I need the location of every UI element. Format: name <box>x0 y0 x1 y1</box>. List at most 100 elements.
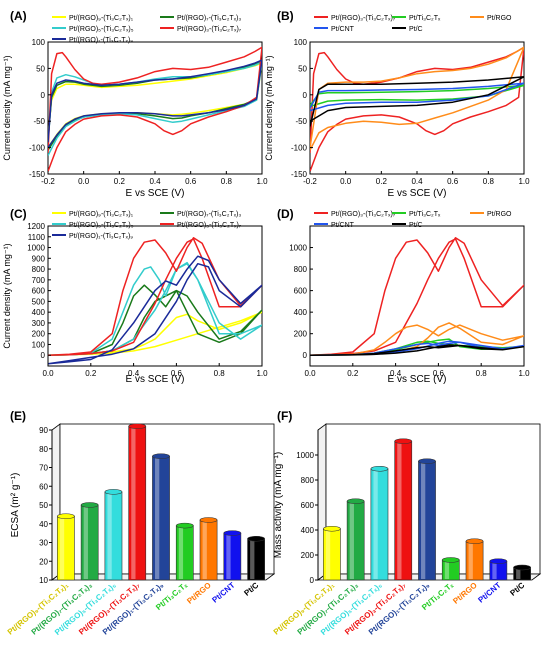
y-tick-label: 400 <box>32 308 46 317</box>
y-tick-label: 0 <box>303 351 308 360</box>
y-tick-label: 10 <box>39 576 48 585</box>
y-tick-label: -150 <box>291 170 308 179</box>
panel-d: (D) 0.0 0.2 0.4 0.6 0.8 1.0 0 200 400 600 800 1000 E … <box>277 207 530 385</box>
panel-label: (B) <box>277 9 294 23</box>
bar-top <box>394 438 413 445</box>
bar-highlight <box>492 562 497 579</box>
bar-8 <box>223 530 242 581</box>
x-tick-label: 0.0 <box>42 369 54 378</box>
legend-entry: Pt/(RGO)₃-(Ti₃C₂Tₓ)₇ <box>331 15 396 22</box>
series-line-3 <box>310 46 524 151</box>
y-tick-label: 40 <box>39 520 48 529</box>
legend-entry: Pt/CNT <box>331 26 355 33</box>
bar-top <box>370 465 389 472</box>
y-tick-label: 800 <box>32 265 46 274</box>
y-tick-label: 400 <box>301 526 315 535</box>
bar-highlight <box>421 462 426 579</box>
y-tick-label: -50 <box>295 117 307 126</box>
y-tick-label: 0 <box>41 91 46 100</box>
x-tick-label: -0.2 <box>303 177 317 186</box>
bar-3 <box>104 489 123 581</box>
bar-highlight <box>373 469 378 579</box>
bar-top <box>441 557 460 563</box>
bar-highlight <box>107 492 112 579</box>
y-tick-label: 50 <box>36 64 45 73</box>
x-tick-label: 0.2 <box>114 177 126 186</box>
x-tick-label: 0.2 <box>85 369 97 378</box>
bar-highlight <box>468 542 473 579</box>
y-tick-label: 50 <box>298 64 307 73</box>
legend-entry: Pt/RGO <box>487 211 512 218</box>
panel-label: (F) <box>277 409 292 423</box>
panels: (A) -0.2 0.0 0.2 0.4 0.6 0.8 1.0 -150 -100 -50 0 50 1… <box>2 9 542 637</box>
y-tick-label: 1200 <box>27 222 45 231</box>
y-tick-label: 100 <box>294 38 308 47</box>
y-axis-label: ECSA (m² g⁻¹) <box>10 473 21 538</box>
legend-entry: Pt/(RGO)₇-(Ti₃C₂Tₓ)₃ <box>177 211 241 218</box>
legend-entry: Pt/(RGO)₅-(Ti₃C₂Tₓ)₅ <box>69 222 134 229</box>
y-tick-label: 600 <box>32 287 46 296</box>
y-tick-label: 200 <box>301 551 315 560</box>
bar-9 <box>247 535 265 581</box>
x-tick-label: 0.8 <box>221 177 233 186</box>
bar-1 <box>57 513 75 581</box>
bar-top <box>199 517 218 523</box>
bar-top <box>104 489 123 495</box>
series-line-5 <box>310 76 524 127</box>
legend-entry: Pt/RGO <box>487 15 512 22</box>
bar-6 <box>441 557 460 581</box>
y-tick-label: 0 <box>41 351 46 360</box>
bar-top <box>465 538 484 545</box>
bar-5 <box>152 453 170 581</box>
series-line-5 <box>310 344 524 356</box>
series-line-1 <box>310 237 524 356</box>
y-tick-label: 100 <box>32 340 46 349</box>
bar-6 <box>175 522 194 581</box>
y-tick-label: 800 <box>294 265 308 274</box>
bar-highlight <box>444 561 450 579</box>
x-tick-label: 0.8 <box>483 177 495 186</box>
y-tick-label: -100 <box>29 144 46 153</box>
series-line-5 <box>48 59 262 149</box>
legend-entry: Pt/(RGO)₇-(Ti₃C₂Tₓ)₃ <box>177 15 241 22</box>
bar-body <box>128 425 147 581</box>
legend-entry: Pt/(RGO)₉-(Ti₃C₂Tₓ)₁ <box>69 15 134 22</box>
y-tick-label: 1000 <box>27 244 45 253</box>
x-tick-label: 0.2 <box>347 369 359 378</box>
panel-a: (A) -0.2 0.0 0.2 0.4 0.6 0.8 1.0 -150 -100 -50 0 50 1… <box>2 9 268 199</box>
bar-2 <box>346 498 365 581</box>
bar-top <box>80 502 99 508</box>
x-tick-label: 1.0 <box>518 369 530 378</box>
y-tick-label: -100 <box>291 144 308 153</box>
bar-7 <box>199 517 218 581</box>
bar-highlight <box>131 427 136 579</box>
bar-9 <box>513 564 531 581</box>
x-tick-label: 0.6 <box>185 177 197 186</box>
series-line-4 <box>48 46 262 172</box>
y-axis-label: Current density (mA mg⁻¹) <box>2 55 12 160</box>
bar-highlight <box>155 457 160 579</box>
bar-3 <box>370 465 389 581</box>
bar-top <box>223 530 242 536</box>
y-tick-label: 800 <box>301 476 315 485</box>
x-tick-label: 1.0 <box>256 177 268 186</box>
y-tick-label: 30 <box>39 539 48 548</box>
series-line-4 <box>310 82 524 112</box>
bar-body <box>175 525 194 581</box>
panel-label: (D) <box>277 207 294 221</box>
bar-highlight <box>349 502 354 579</box>
bar-body <box>465 540 484 581</box>
y-tick-label: 700 <box>32 276 46 285</box>
bar-4 <box>128 423 147 581</box>
x-tick-label: 1.0 <box>518 177 530 186</box>
legend-entry: Pt/C <box>409 26 423 33</box>
bar-highlight <box>325 529 331 579</box>
series-line-3 <box>48 261 262 356</box>
x-tick-label: 0.0 <box>340 177 352 186</box>
y-tick-label: -50 <box>33 117 45 126</box>
x-tick-label: 0.6 <box>447 177 459 186</box>
bar-top <box>128 423 147 430</box>
bar-top <box>323 525 341 532</box>
bar-highlight <box>397 442 402 579</box>
y-tick-label: 0 <box>303 91 308 100</box>
